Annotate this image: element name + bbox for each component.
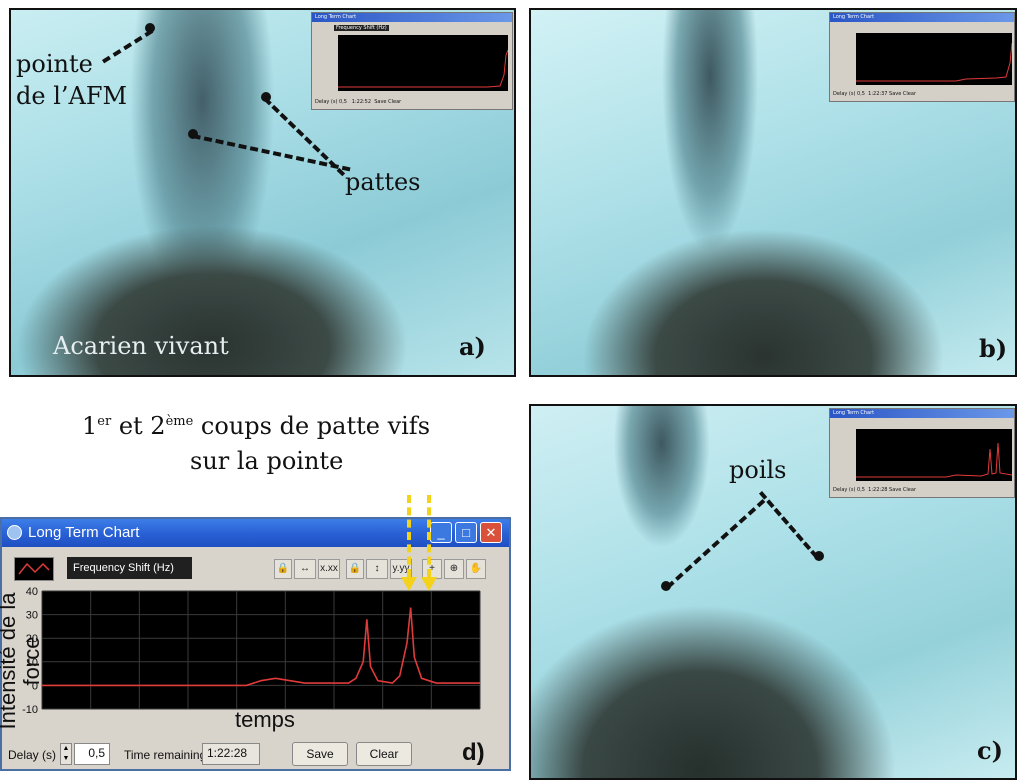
- pointer-line-leg2: [192, 134, 351, 172]
- delay-stepper[interactable]: ▲ ▼: [60, 743, 72, 765]
- mini-plot-b: [856, 33, 1013, 85]
- pan-hand-icon[interactable]: ✋: [466, 559, 486, 579]
- long-term-chart-window: Long Term Chart _ □ ✕ Frequency Shift (H…: [0, 495, 511, 771]
- y-tick-label: 10: [26, 657, 38, 669]
- close-button[interactable]: ✕: [480, 522, 502, 543]
- pointer-line-tip: [102, 29, 154, 64]
- lock-x-icon[interactable]: 🔒: [274, 559, 292, 579]
- autoscale-x-icon[interactable]: ↔: [294, 559, 316, 579]
- clear-button[interactable]: Clear: [356, 742, 412, 766]
- mini-channel: Frequency Shift (Hz): [334, 25, 389, 31]
- letter-c: c): [977, 736, 1003, 765]
- pointer-line-hair2: [758, 491, 819, 559]
- mini-chart-window-b: Long Term Chart Delay (s) 0,5 1:22:37 Sa…: [829, 12, 1015, 102]
- delay-label: Delay (s): [8, 748, 57, 762]
- cursor-icon[interactable]: +: [422, 559, 442, 579]
- mini-chart-title: Long Term Chart: [312, 13, 512, 22]
- pointer-dot-hair2: [814, 551, 824, 561]
- arrow-kick-2: [427, 495, 431, 577]
- delay-input[interactable]: 0,5: [74, 743, 110, 765]
- mini-plot-c: [856, 429, 1013, 481]
- window-icon: [7, 525, 22, 540]
- arrow-kick-1: [407, 495, 411, 577]
- zoom-icon[interactable]: ⊕: [444, 559, 464, 579]
- arrow-kick-1-head: [401, 577, 417, 591]
- panel-a: Long Term Chart Frequency Shift (Hz) Del…: [9, 8, 516, 377]
- label-tip: pointe: [16, 50, 93, 78]
- save-button[interactable]: Save: [292, 742, 348, 766]
- lock-y-icon[interactable]: 🔒: [346, 559, 364, 579]
- window-title: Long Term Chart: [28, 524, 140, 541]
- caption-d: 1er et 2ème coups de patte vifs: [82, 412, 431, 440]
- frequency-chart: -10 0 10 20 30 40: [22, 587, 481, 716]
- mini-chart-window-c: Long Term Chart Delay (s) 0,5 1:22:28 Sa…: [829, 408, 1015, 498]
- mini-bottom: Delay (s) 0,5 1:22:52 Save Clear: [315, 99, 402, 105]
- pointer-dot-leg2: [188, 129, 198, 139]
- y-tick-label: 20: [26, 633, 38, 645]
- pointer-dot-hair1: [661, 581, 671, 591]
- mini-plot-svg: [338, 49, 509, 88]
- y-tick-label: 30: [26, 610, 38, 622]
- panel-c: Long Term Chart Delay (s) 0,5 1:22:28 Sa…: [529, 404, 1017, 780]
- arrow-kick-2-head: [421, 577, 437, 591]
- ylabel-overlay: Intensité de la force: [0, 592, 44, 730]
- y-tick-label: -10: [22, 704, 38, 716]
- time-remaining-label: Time remaining: [124, 748, 207, 762]
- label-hairs: poils: [729, 456, 787, 484]
- letter-b: b): [979, 334, 1008, 363]
- pointer-dot-leg1: [261, 92, 271, 102]
- xlabel-overlay: temps: [235, 707, 295, 732]
- caption-live-mite: Acarien vivant: [53, 332, 229, 360]
- pointer-line-hair1: [666, 499, 766, 589]
- plot-style-icon[interactable]: [14, 557, 54, 581]
- panel-b: Long Term Chart Delay (s) 0,5 1:22:37 Sa…: [529, 8, 1017, 377]
- label-tip-2: de l’AFM: [16, 82, 128, 110]
- letter-a: a): [459, 332, 486, 361]
- maximize-button[interactable]: □: [455, 522, 477, 543]
- caption-d-line2: sur la pointe: [190, 447, 344, 475]
- y-tick-label: 0: [32, 680, 38, 692]
- mini-chart-window: Long Term Chart Frequency Shift (Hz) Del…: [311, 12, 513, 110]
- label-legs: pattes: [345, 168, 421, 196]
- minimize-button[interactable]: _: [430, 522, 452, 543]
- format-x-icon[interactable]: x.xx: [318, 559, 340, 579]
- autoscale-y-icon[interactable]: ↕: [366, 559, 388, 579]
- mini-plot: [338, 35, 509, 91]
- letter-d: d): [462, 739, 485, 766]
- channel-select[interactable]: Frequency Shift (Hz): [67, 557, 192, 579]
- time-remaining-value: 1:22:28: [202, 743, 260, 765]
- y-tick-label: 40: [26, 587, 38, 598]
- series-line: [42, 607, 480, 687]
- pointer-dot-tip: [145, 23, 155, 33]
- window-titlebar: Long Term Chart _ □ ✕: [2, 519, 509, 547]
